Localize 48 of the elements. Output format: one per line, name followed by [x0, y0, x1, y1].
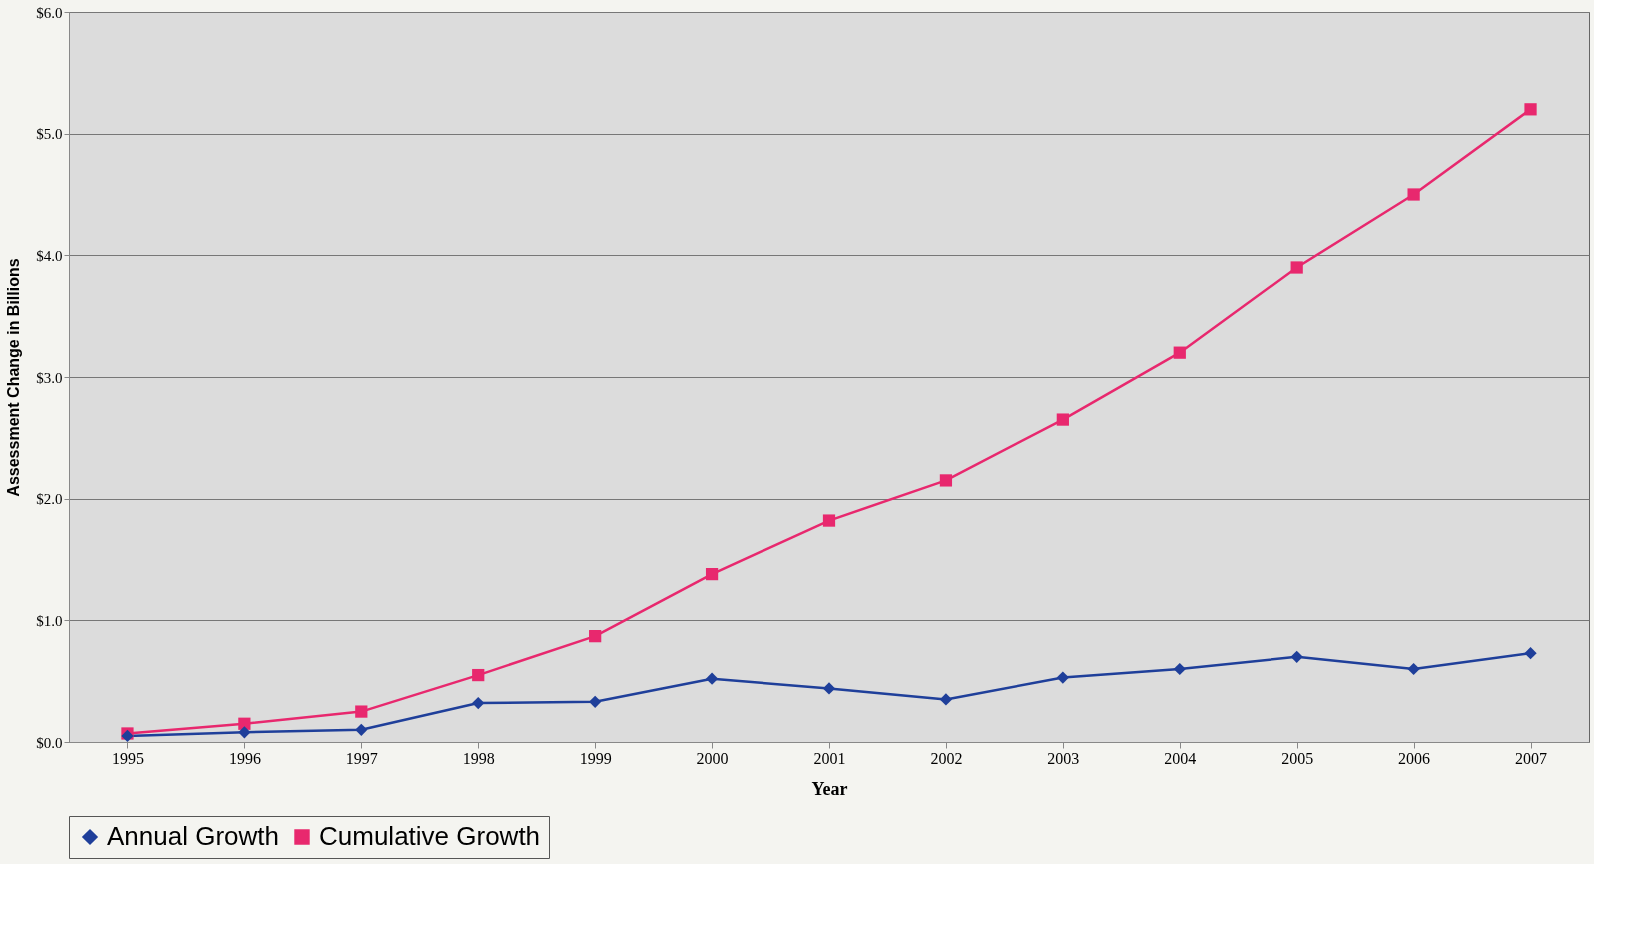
- x-tick-label: 2007: [1515, 749, 1548, 767]
- y-tick-label: $6.0: [36, 4, 63, 21]
- point: [472, 668, 485, 682]
- y-tick-label: $3.0: [36, 369, 63, 386]
- point: [589, 630, 602, 643]
- point: [705, 672, 719, 685]
- x-tick-label: 1995: [111, 749, 144, 767]
- y-tick-label: $4.0: [36, 247, 63, 264]
- x-tick-label: 1996: [228, 749, 261, 767]
- point: [238, 726, 251, 739]
- point: [1407, 662, 1420, 676]
- x-tick-label: 1997: [345, 749, 378, 767]
- y-tick-label: $5.0: [36, 126, 63, 143]
- y-tick-label: $0.0: [36, 734, 63, 751]
- legend-label: Cumulative Growth: [319, 821, 541, 851]
- point: [1056, 671, 1069, 684]
- point: [1407, 188, 1420, 201]
- point: [1290, 261, 1303, 274]
- x-tick-label: 2003: [1047, 749, 1080, 767]
- x-axis-title: Year: [811, 778, 848, 799]
- point: [1290, 650, 1303, 663]
- point: [822, 514, 836, 527]
- point: [238, 717, 251, 730]
- y-tick-label: $2.0: [36, 491, 63, 508]
- x-tick-label: 1999: [579, 749, 612, 767]
- point: [705, 567, 719, 581]
- y-axis-title: Assessment Change in Billions: [5, 258, 23, 497]
- point: [1524, 647, 1537, 660]
- x-tick-label: 2001: [813, 749, 846, 767]
- legend-label: Annual Growth: [107, 821, 279, 851]
- point: [1173, 662, 1186, 676]
- point: [1173, 346, 1186, 359]
- x-tick-label: 2005: [1281, 749, 1314, 767]
- x-tick-label: 2000: [696, 749, 729, 767]
- point: [589, 695, 602, 708]
- point: [1056, 413, 1069, 426]
- point: [1524, 103, 1537, 116]
- point: [355, 723, 368, 736]
- point: [939, 474, 953, 487]
- y-tick-label: $1.0: [36, 612, 63, 629]
- x-tick-label: 2004: [1164, 749, 1197, 767]
- x-tick-label: 1998: [462, 749, 495, 767]
- point: [822, 682, 836, 695]
- point: [939, 693, 953, 706]
- point: [472, 696, 485, 710]
- x-tick-label: 2002: [930, 749, 963, 767]
- x-tick-label: 2006: [1398, 749, 1431, 767]
- point: [355, 705, 368, 718]
